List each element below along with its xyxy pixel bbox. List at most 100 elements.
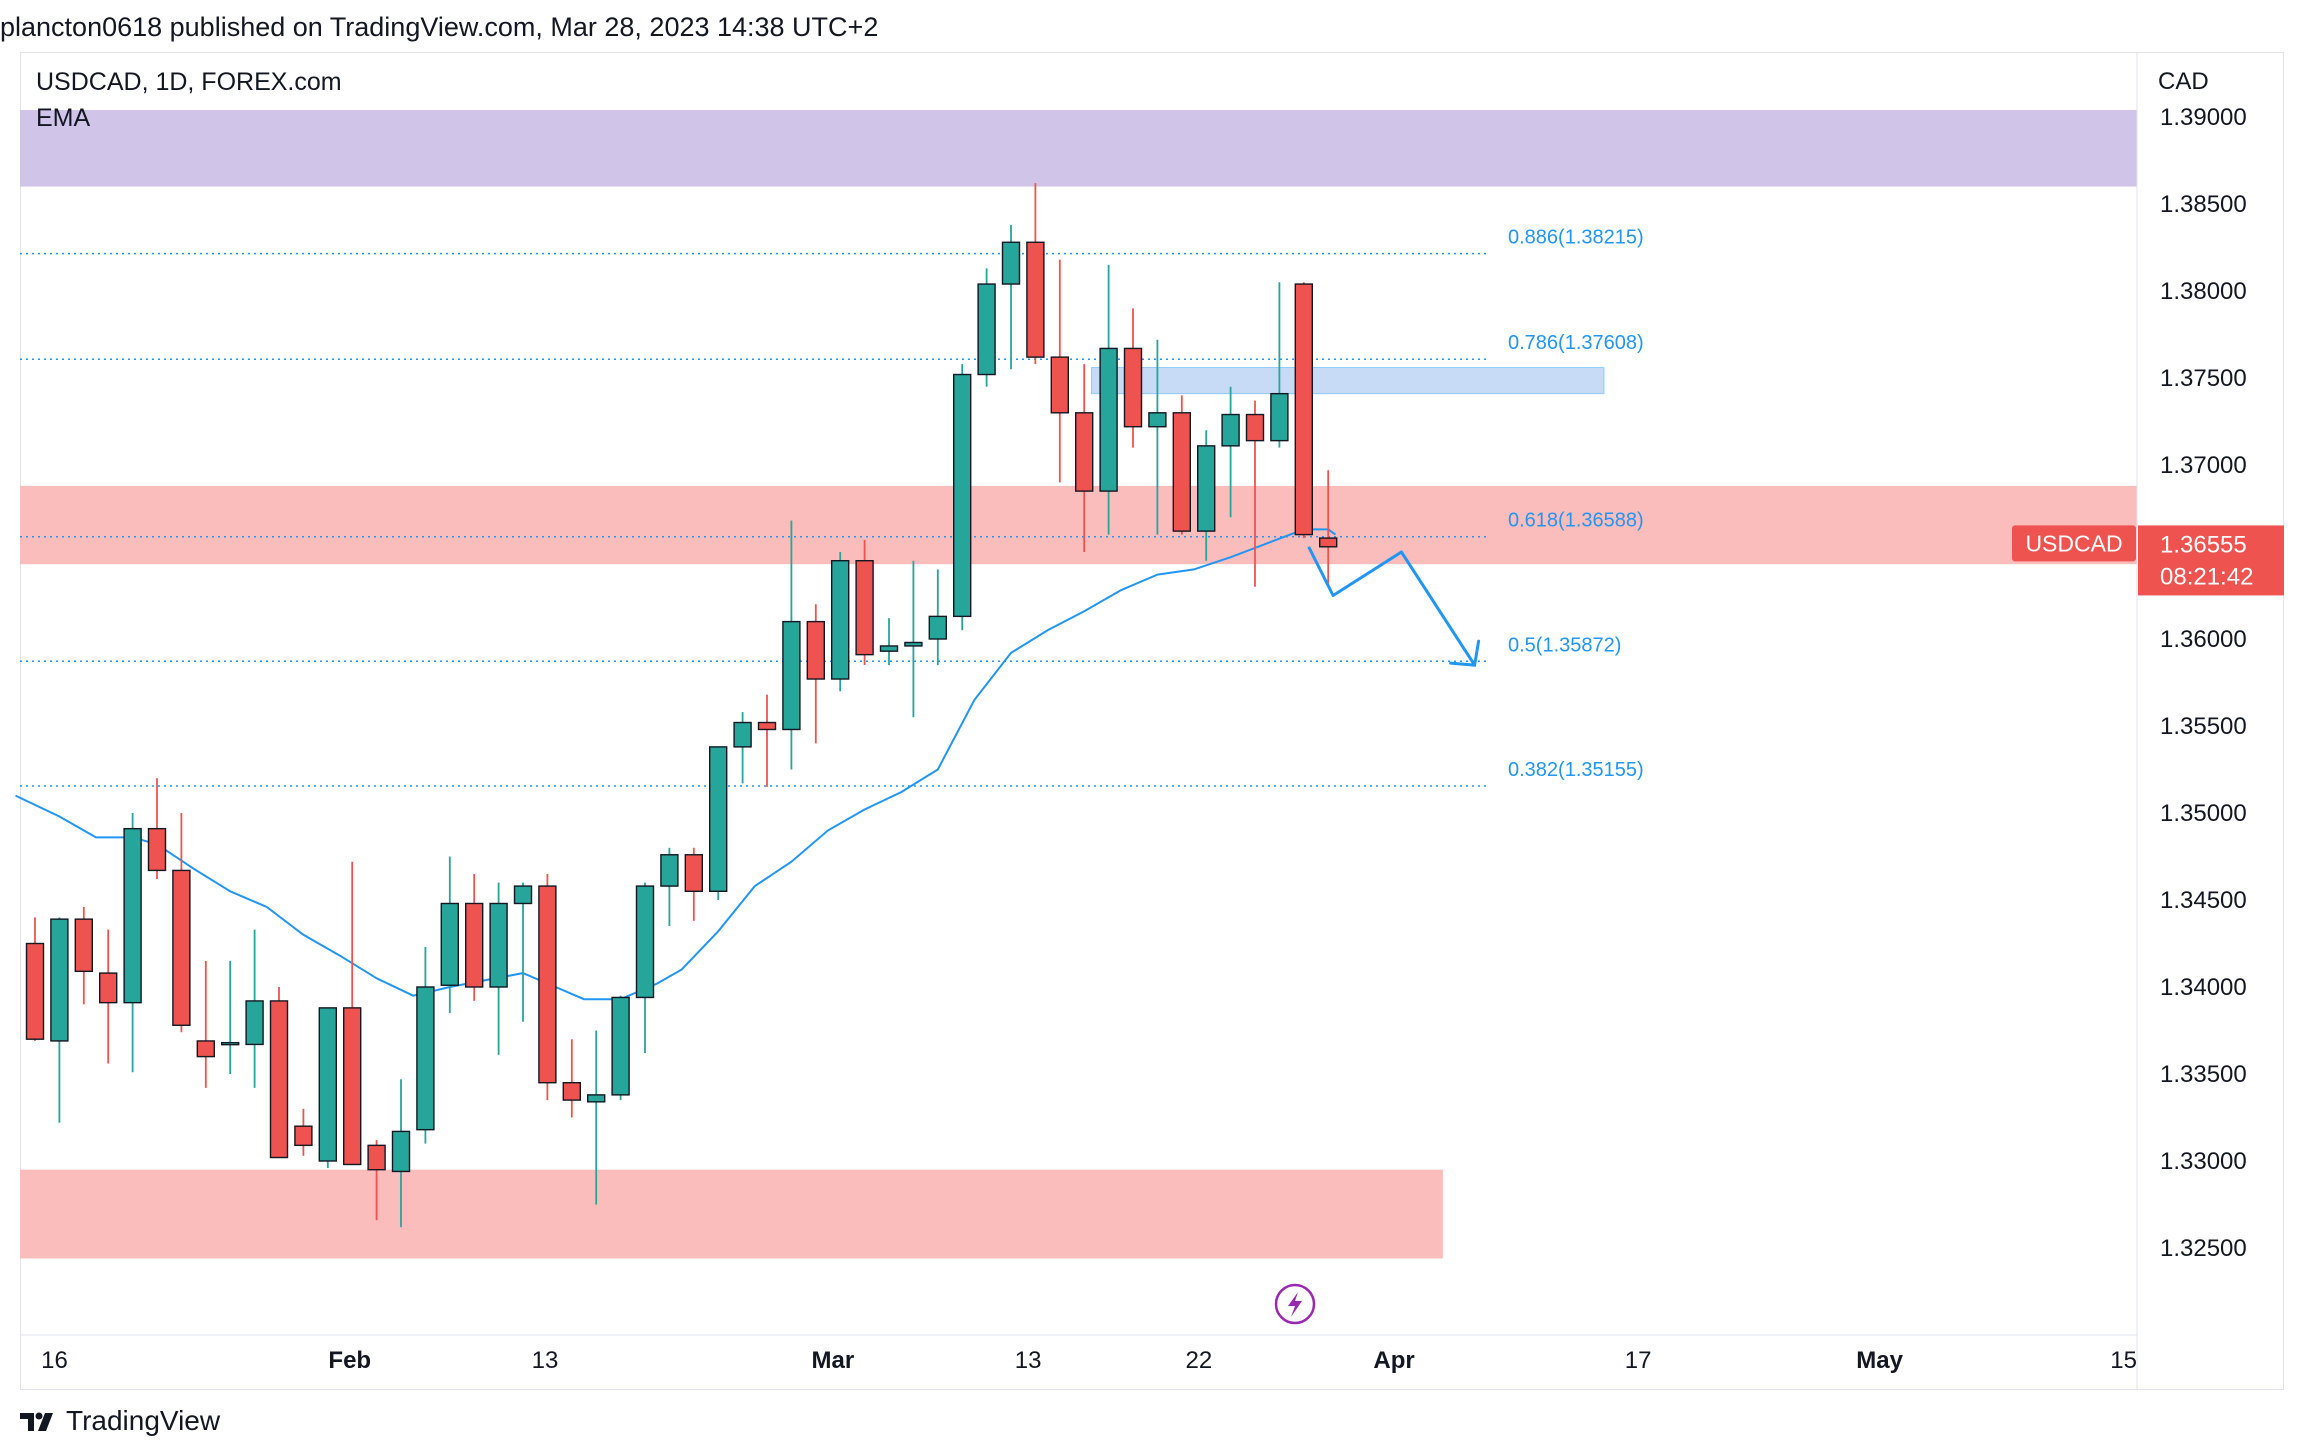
candle-body [50,918,69,1042]
candle[interactable] [831,552,850,692]
candle-body [709,746,728,893]
candle[interactable] [465,873,484,1001]
price-tick-label: 1.35000 [2160,800,2247,827]
candle[interactable] [806,604,825,744]
candle[interactable] [782,520,801,770]
candle[interactable] [855,539,874,666]
price-axis: CAD 1.39000 1.38500 1.38000 1.37500 1.37000 1.… [2158,68,2247,1262]
candle[interactable] [391,1079,411,1228]
candle[interactable] [123,813,142,1073]
candle[interactable] [904,560,923,718]
candle[interactable] [1245,400,1265,587]
publish-header: plancton0618 published on TradingView.co… [0,12,879,42]
candle-body [953,373,972,618]
candle[interactable] [220,960,240,1074]
candle[interactable] [587,1030,606,1205]
candle[interactable] [269,987,289,1159]
candle[interactable] [1196,430,1216,561]
zone-blue-box[interactable] [1091,367,1605,395]
candle-body [879,645,899,652]
candle-body [684,854,703,893]
zone-demand-bottom[interactable] [20,1169,1443,1259]
candle-body [440,902,459,986]
time-tick-label: 13 [532,1347,559,1374]
candle[interactable] [367,1140,386,1221]
candle[interactable] [25,917,45,1041]
candle[interactable] [660,847,679,927]
candle-body [1074,412,1094,492]
fib-label: 0.5(1.35872) [1508,634,1621,656]
candle[interactable] [709,746,728,900]
candle-body [489,902,508,988]
fib-label: 0.886(1.38215) [1508,227,1644,249]
candle[interactable] [684,847,703,921]
candle-body [562,1081,581,1101]
symbol-legend[interactable]: USDCAD, 1D, FOREX.com [36,68,342,96]
candle[interactable] [1026,183,1045,365]
candle[interactable] [635,882,655,1054]
lightning-icon[interactable] [1274,1283,1316,1325]
candle-body [196,1040,216,1058]
candle[interactable] [1050,259,1070,483]
zone-resistance-band[interactable] [20,485,2137,565]
candle[interactable] [562,1039,581,1118]
candle[interactable] [953,364,972,631]
price-tick-label: 1.36000 [2160,626,2247,653]
candle[interactable] [318,1007,337,1168]
time-tick-label: 16 [41,1347,68,1374]
candle[interactable] [1001,224,1021,370]
candle[interactable] [977,268,996,387]
candle[interactable] [1221,386,1240,518]
candle[interactable] [757,694,777,787]
candle[interactable] [1148,339,1167,535]
candle[interactable] [147,778,167,880]
price-tick-label: 1.35500 [2160,713,2247,740]
candle-body [806,620,825,680]
candle-body [245,1000,264,1046]
candle[interactable] [294,1108,313,1156]
candle[interactable] [1172,395,1192,535]
candle[interactable] [1318,470,1338,587]
price-tick-label: 1.34000 [2160,974,2247,1001]
candle[interactable] [245,929,264,1088]
candle-body [123,827,142,1004]
tradingview-footer[interactable]: TradingView [18,1405,220,1437]
candle[interactable] [513,882,533,1022]
candle[interactable] [489,882,508,1055]
candle[interactable] [1099,264,1118,535]
indicator-legend[interactable]: EMA [36,104,91,132]
candle[interactable] [343,861,362,1166]
projection-path[interactable] [1307,546,1476,666]
candle-body [831,560,850,680]
candle[interactable] [440,856,459,1014]
candle-body [538,885,557,1084]
candle[interactable] [172,813,191,1033]
candle-body [1026,241,1045,358]
ema-line[interactable] [15,528,1337,1001]
symbol-tag [2012,525,2136,562]
candle[interactable] [416,946,435,1144]
candle[interactable] [1294,282,1314,539]
price-tick-label: 1.38500 [2160,191,2247,218]
candle[interactable] [928,569,947,666]
candle-body [343,1007,362,1166]
candle[interactable] [1270,282,1289,448]
projection-layer [1307,546,1481,667]
candle-body [147,827,167,872]
candle[interactable] [733,712,752,784]
zone-supply-top[interactable] [20,110,2137,187]
price-tag [2138,525,2284,596]
time-axis: 16 Feb 13 Mar 13 22 Apr 17 May 15 [41,1347,2137,1374]
candle[interactable] [74,906,94,1005]
candle[interactable] [611,995,630,1101]
candle[interactable] [879,618,899,666]
fib-label: 0.618(1.36588) [1508,510,1644,532]
candle[interactable] [1074,364,1094,552]
candle[interactable] [50,917,69,1123]
candle[interactable] [1123,308,1143,448]
price-tick-label: 1.37000 [2160,452,2247,479]
candle[interactable] [538,873,557,1101]
candle[interactable] [98,929,118,1064]
candle[interactable] [196,960,216,1088]
